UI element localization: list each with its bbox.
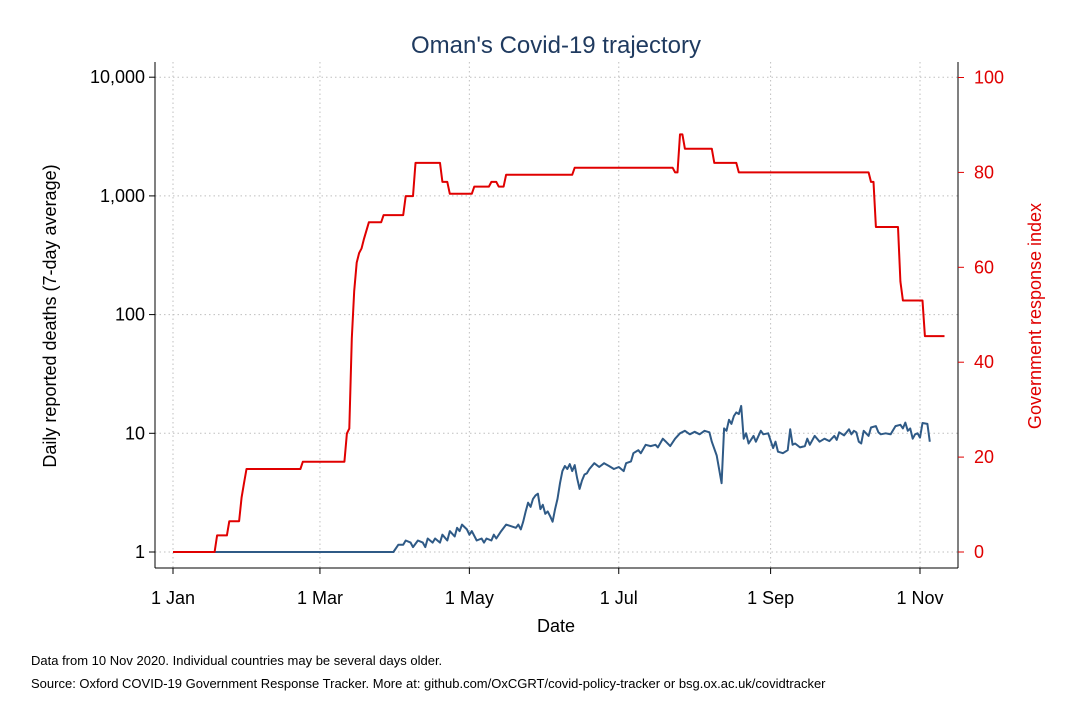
right-axis-ticks: 0 20 40 60 80 100 [958,68,1004,562]
x-tick-label: 1 Jan [151,588,195,608]
left-tick-label: 1,000 [100,186,145,206]
x-tick-label: 1 Nov [896,588,943,608]
left-axis-ticks: 1 10 100 1,000 10,000 [90,67,155,562]
chart-title: Oman's Covid-19 trajectory [411,32,701,59]
right-axis-label: Government response index [1025,203,1045,429]
left-axis-label: Daily reported deaths (7-day average) [40,164,60,467]
series-lines [173,133,945,553]
left-tick-label: 100 [115,305,145,325]
right-tick-label: 40 [974,352,994,372]
right-tick-label: 60 [974,257,994,277]
x-tick-label: 1 Mar [297,588,343,608]
x-tick-label: 1 Jul [600,588,638,608]
x-axis-ticks: 1 Jan 1 Mar 1 May 1 Jul 1 Sep 1 Nov [151,568,944,608]
left-tick-label: 1 [135,542,145,562]
right-tick-label: 0 [974,542,984,562]
right-tick-label: 80 [974,162,994,182]
covid-trajectory-chart: Oman's Covid-19 trajectory 1 10 100 1,000 10… [40,32,1045,636]
right-tick-label: 100 [974,68,1004,88]
x-axis-label: Date [537,616,575,636]
left-tick-label: 10,000 [90,67,145,87]
response-index-series-line [173,133,945,553]
source-note: Source: Oxford COVID-19 Government Respo… [31,676,826,691]
x-tick-label: 1 May [445,588,494,608]
x-tick-label: 1 Sep [747,588,794,608]
left-tick-label: 10 [125,423,145,443]
data-date-note: Data from 10 Nov 2020. Individual countr… [31,653,443,668]
grid-lines [155,62,958,568]
deaths-series-line [173,404,931,553]
right-tick-label: 20 [974,447,994,467]
